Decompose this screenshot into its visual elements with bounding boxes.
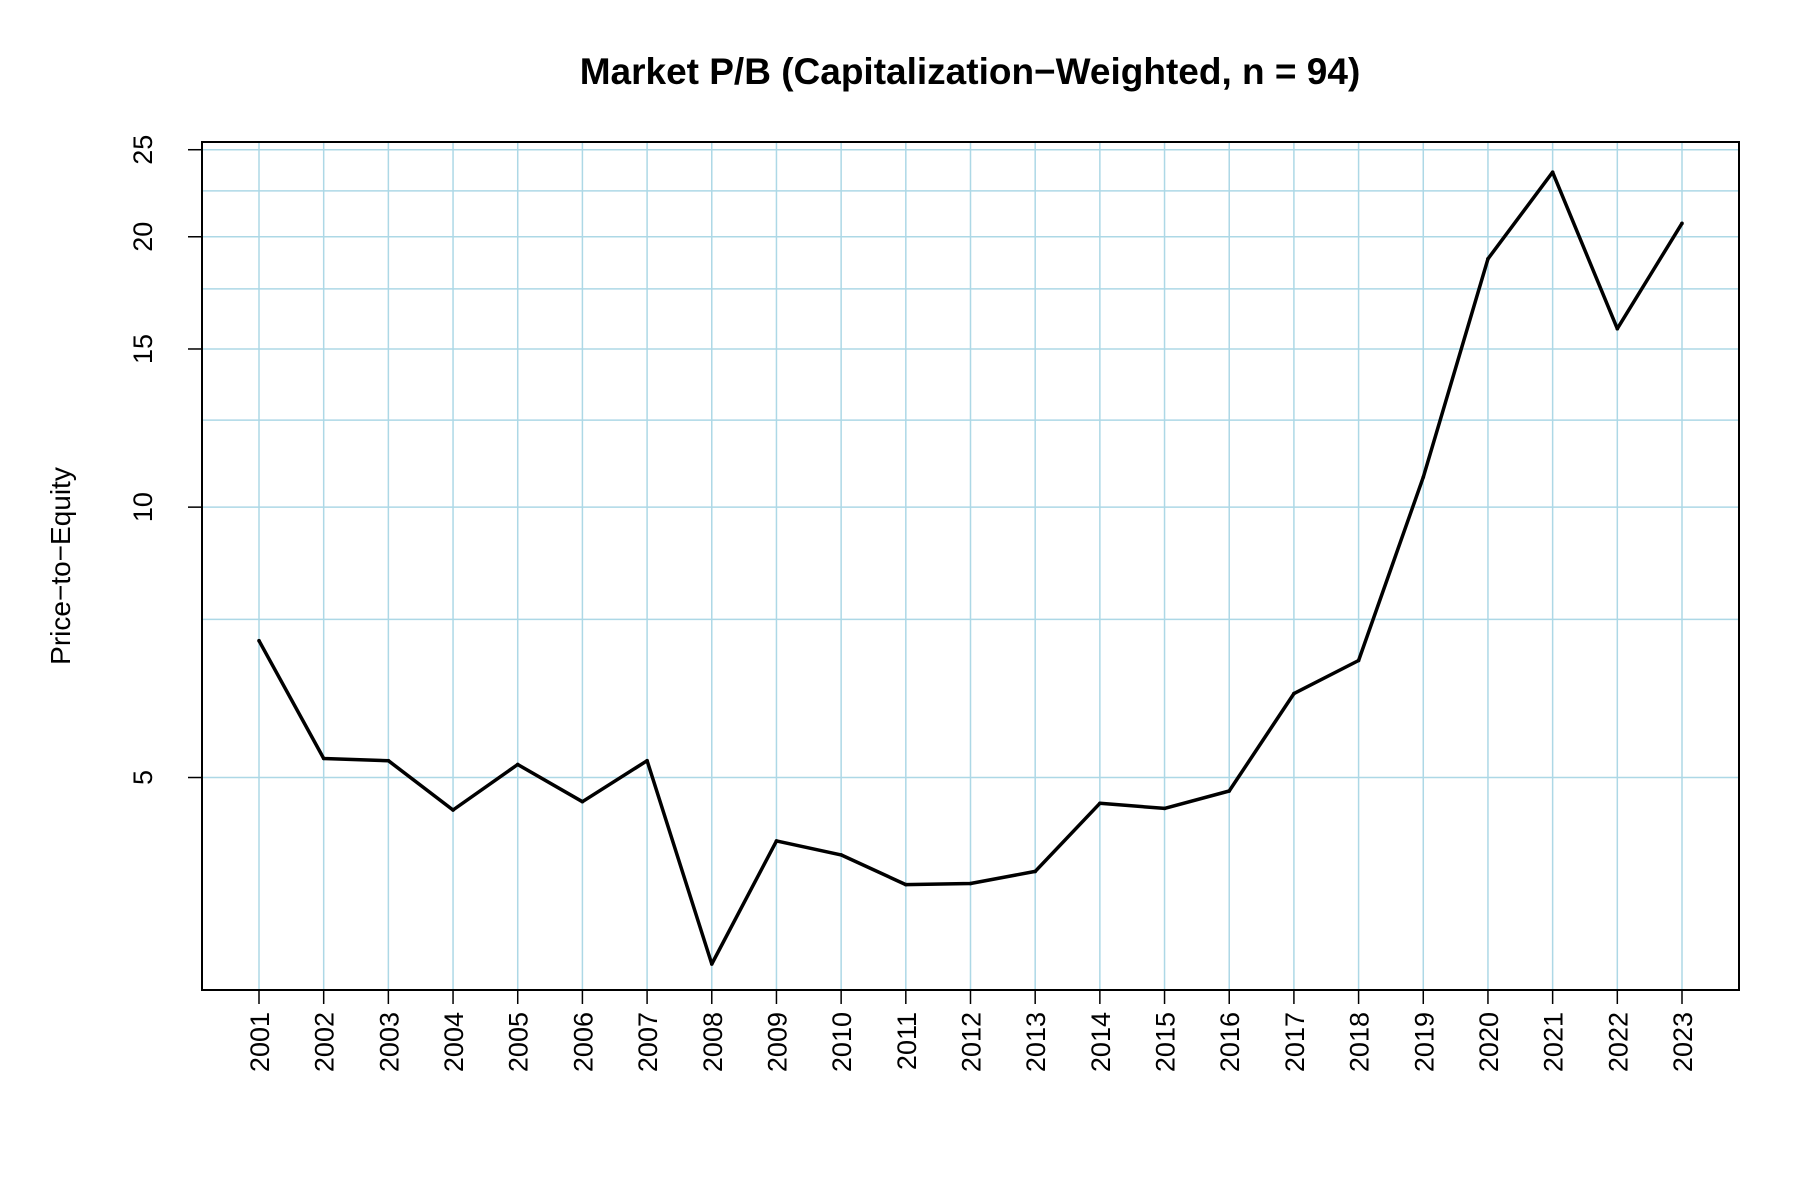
data-point-2020 — [1486, 257, 1490, 261]
y-tick-label: 15 — [128, 334, 158, 364]
y-tick-label: 25 — [128, 135, 158, 165]
x-tick-label: 2016 — [1215, 1012, 1245, 1072]
data-point-2019 — [1421, 475, 1426, 479]
x-tick-label: 2005 — [504, 1012, 534, 1072]
x-tick-label: 2022 — [1603, 1012, 1633, 1072]
x-tick-label: 2012 — [957, 1012, 987, 1072]
data-point-2016 — [1227, 789, 1232, 793]
x-tick-label: 2015 — [1151, 1012, 1181, 1072]
data-point-2011 — [904, 882, 908, 887]
data-point-2022 — [1615, 326, 1620, 331]
data-point-2007 — [645, 758, 649, 763]
x-tick-label: 2021 — [1539, 1012, 1569, 1072]
x-tick-label: 2003 — [374, 1012, 404, 1072]
data-point-2009 — [774, 839, 779, 843]
x-tick-label: 2010 — [827, 1012, 857, 1072]
x-axis: 2001 2002 2003 2004 2005 2006 2007 2008 2009 2010… — [245, 990, 1698, 1072]
grid-lines — [202, 142, 1739, 990]
y-tick-label: 10 — [128, 492, 158, 522]
data-point-2012 — [968, 881, 973, 886]
data-point-2006 — [580, 799, 585, 804]
x-tick-label: 2011 — [892, 1012, 922, 1070]
data-point-2017 — [1292, 691, 1296, 696]
x-tick-label: 2023 — [1668, 1012, 1698, 1072]
data-point-2001 — [257, 638, 261, 643]
x-tick-label: 2008 — [698, 1012, 728, 1072]
data-point-2021 — [1550, 170, 1555, 175]
data-point-2005 — [515, 762, 520, 767]
x-tick-label: 2020 — [1474, 1012, 1504, 1072]
data-point-2004 — [451, 808, 455, 812]
data-point-2014 — [1098, 801, 1102, 806]
data-point-2008 — [709, 962, 714, 966]
x-tick-label: 2001 — [245, 1012, 275, 1072]
x-tick-label: 2014 — [1086, 1012, 1116, 1072]
data-point-2013 — [1033, 869, 1037, 874]
chart-title: Market P/B (Capitalization−Weighted, n =… — [580, 51, 1361, 92]
data-point-2015 — [1162, 806, 1167, 811]
x-tick-label: 2019 — [1409, 1012, 1439, 1072]
y-tick-label: 5 — [128, 770, 158, 785]
data-point-2023 — [1680, 221, 1684, 226]
x-tick-label: 2018 — [1345, 1012, 1375, 1072]
x-tick-label: 2004 — [439, 1012, 469, 1072]
x-tick-label: 2013 — [1021, 1012, 1051, 1072]
data-point-2010 — [839, 853, 843, 857]
x-tick-label: 2002 — [310, 1012, 340, 1072]
x-tick-label: 2009 — [762, 1012, 792, 1072]
x-tick-label: 2006 — [568, 1012, 598, 1072]
x-tick-label: 2007 — [633, 1012, 663, 1072]
data-point-2003 — [386, 758, 391, 763]
y-tick-label: 20 — [128, 222, 158, 252]
data-point-2002 — [321, 756, 326, 761]
series-layer — [257, 170, 1684, 966]
y-axis: 5 10 15 20 25 — [128, 135, 202, 785]
y-axis-label: Price−to−Equity — [45, 467, 76, 665]
x-tick-label: 2017 — [1280, 1012, 1310, 1072]
data-point-2018 — [1356, 658, 1361, 663]
